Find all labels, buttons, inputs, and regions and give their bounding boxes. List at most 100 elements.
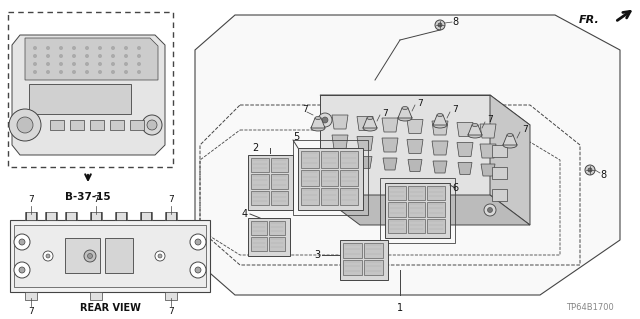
Polygon shape xyxy=(407,139,423,153)
Ellipse shape xyxy=(507,133,513,137)
Polygon shape xyxy=(382,138,398,152)
Bar xyxy=(271,174,288,189)
Bar xyxy=(428,202,445,217)
Bar xyxy=(110,120,124,130)
Circle shape xyxy=(111,54,115,58)
Circle shape xyxy=(72,62,76,66)
Circle shape xyxy=(98,46,102,50)
Bar xyxy=(364,260,383,275)
Circle shape xyxy=(322,117,328,123)
Bar xyxy=(340,170,358,186)
Polygon shape xyxy=(408,160,422,172)
Circle shape xyxy=(85,70,89,74)
Ellipse shape xyxy=(311,125,325,131)
Bar xyxy=(343,243,362,258)
Ellipse shape xyxy=(367,116,373,120)
Bar xyxy=(428,186,445,200)
Circle shape xyxy=(98,70,102,74)
Polygon shape xyxy=(468,125,482,135)
Ellipse shape xyxy=(402,107,408,109)
Circle shape xyxy=(147,120,157,130)
Polygon shape xyxy=(398,108,412,118)
Bar xyxy=(388,202,406,217)
Polygon shape xyxy=(195,15,620,295)
Circle shape xyxy=(488,207,493,212)
Polygon shape xyxy=(458,162,472,174)
Text: 8: 8 xyxy=(452,17,458,27)
Bar xyxy=(90,292,102,300)
Ellipse shape xyxy=(437,114,443,116)
Circle shape xyxy=(318,163,332,177)
Text: 7: 7 xyxy=(382,108,388,117)
Bar xyxy=(340,240,388,280)
Polygon shape xyxy=(357,137,373,151)
Bar xyxy=(251,174,269,189)
Polygon shape xyxy=(457,122,473,137)
Text: 7: 7 xyxy=(28,308,34,316)
Circle shape xyxy=(43,251,53,261)
Circle shape xyxy=(46,70,50,74)
Polygon shape xyxy=(432,141,448,155)
Text: 7: 7 xyxy=(522,125,528,135)
Bar xyxy=(251,191,269,205)
Circle shape xyxy=(190,234,206,250)
Circle shape xyxy=(59,54,63,58)
Bar xyxy=(25,212,37,220)
Bar xyxy=(14,225,206,287)
Text: 5: 5 xyxy=(293,132,300,142)
Circle shape xyxy=(33,62,37,66)
Bar xyxy=(248,218,290,256)
Polygon shape xyxy=(311,118,325,128)
Circle shape xyxy=(46,46,50,50)
Polygon shape xyxy=(320,95,530,125)
Circle shape xyxy=(59,70,63,74)
Bar xyxy=(364,243,383,258)
Ellipse shape xyxy=(398,115,412,121)
Circle shape xyxy=(14,262,30,278)
Circle shape xyxy=(59,62,63,66)
Polygon shape xyxy=(25,38,158,80)
Circle shape xyxy=(17,117,33,133)
Polygon shape xyxy=(332,135,348,149)
Text: REAR VIEW: REAR VIEW xyxy=(79,303,140,313)
Circle shape xyxy=(46,54,50,58)
Bar xyxy=(115,212,127,220)
Bar xyxy=(321,188,339,205)
Polygon shape xyxy=(490,95,530,225)
Bar xyxy=(492,189,507,201)
Bar xyxy=(301,188,319,205)
Bar xyxy=(321,151,339,168)
Circle shape xyxy=(72,46,76,50)
Circle shape xyxy=(124,54,128,58)
Bar xyxy=(10,220,210,292)
Bar xyxy=(25,292,37,300)
Bar xyxy=(343,260,362,275)
Circle shape xyxy=(318,113,332,127)
Circle shape xyxy=(588,168,592,172)
Text: 2: 2 xyxy=(252,143,258,153)
Circle shape xyxy=(85,46,89,50)
Bar xyxy=(298,148,363,210)
Circle shape xyxy=(438,23,442,27)
Polygon shape xyxy=(433,115,447,125)
Circle shape xyxy=(98,62,102,66)
Text: 7: 7 xyxy=(168,196,174,204)
Bar xyxy=(269,237,285,251)
Bar xyxy=(301,151,319,168)
Ellipse shape xyxy=(315,116,321,120)
Circle shape xyxy=(190,262,206,278)
Circle shape xyxy=(124,70,128,74)
Polygon shape xyxy=(481,164,495,176)
Bar xyxy=(50,120,64,130)
Circle shape xyxy=(72,54,76,58)
Bar xyxy=(251,237,267,251)
Circle shape xyxy=(195,267,201,273)
Bar xyxy=(301,170,319,186)
Bar xyxy=(251,158,269,172)
Circle shape xyxy=(46,254,50,258)
Text: B-37-15: B-37-15 xyxy=(65,192,111,202)
Polygon shape xyxy=(432,121,448,135)
Bar xyxy=(165,212,177,220)
Text: TP64B1700: TP64B1700 xyxy=(566,303,614,313)
Text: 7: 7 xyxy=(487,115,493,124)
